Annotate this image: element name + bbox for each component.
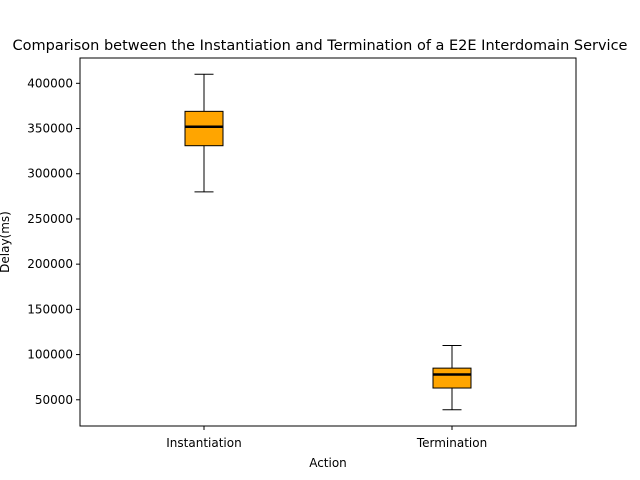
y-tick-label: 50000: [35, 393, 73, 407]
y-tick-label: 150000: [27, 302, 73, 316]
y-axis: 50000 100000 150000 200000 250000 300000 35000…: [27, 76, 80, 407]
y-tick-label: 350000: [27, 122, 73, 136]
x-axis-label: Action: [309, 456, 347, 470]
y-tick-label: 300000: [27, 167, 73, 181]
x-axis: Instantiation Termination: [166, 426, 487, 450]
box-iqr: [432, 367, 472, 389]
chart-title: Comparison between the Instantiation and…: [13, 38, 628, 54]
box-group-termination: [432, 345, 472, 411]
plot-area: [184, 73, 472, 411]
y-tick-label: 250000: [27, 212, 73, 226]
plot-frame: [79, 57, 577, 427]
y-axis-label: Delay(ms): [0, 211, 12, 273]
x-tick-label: Termination: [416, 436, 487, 450]
box-group-instantiation: [184, 73, 224, 193]
y-tick-label: 400000: [27, 76, 73, 90]
x-tick-label: Instantiation: [166, 436, 241, 450]
y-tick-label: 200000: [27, 257, 73, 271]
y-tick-label: 100000: [27, 348, 73, 362]
box-iqr: [184, 110, 224, 147]
